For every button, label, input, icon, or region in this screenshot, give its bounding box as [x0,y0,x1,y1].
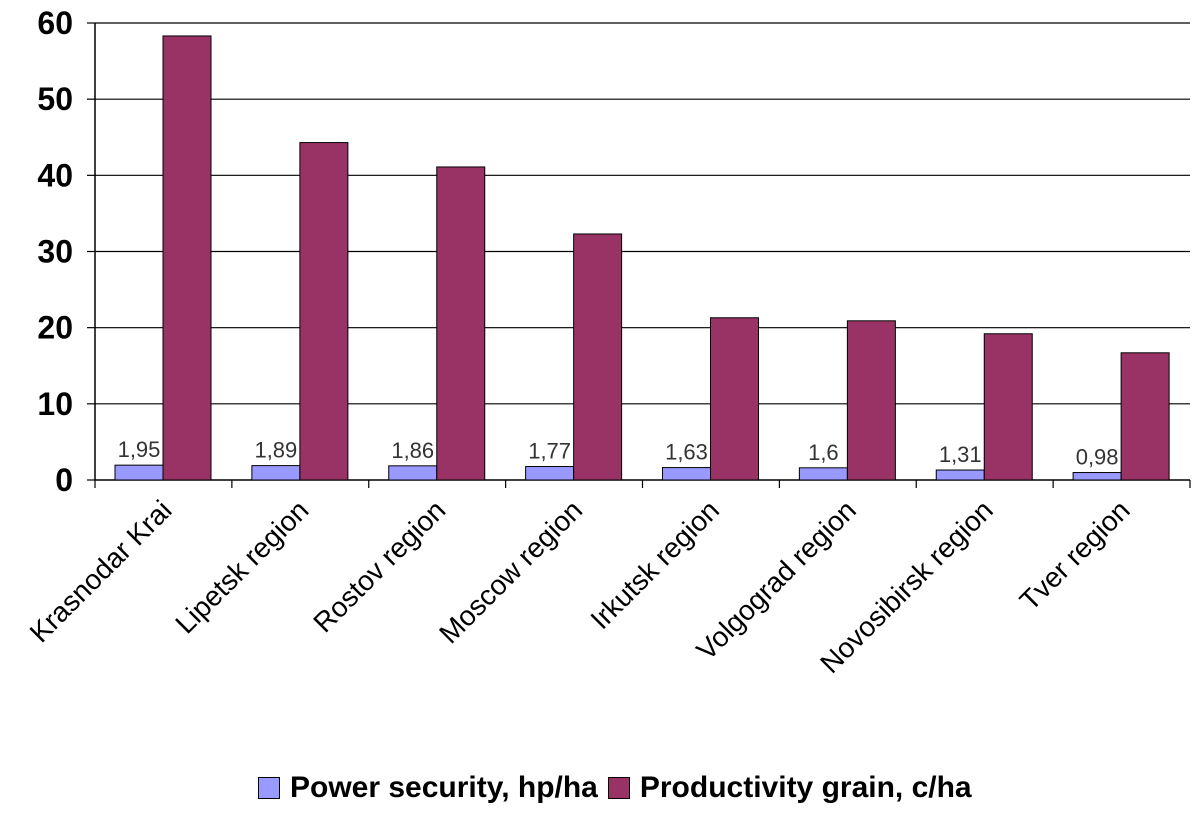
bar-power-security [251,465,301,481]
bar-productivity-grain [846,320,896,481]
legend-swatch-productivity-grain [607,777,630,799]
y-tick-label: 50 [37,81,73,117]
y-tick-label: 10 [37,386,73,422]
data-label: 1,95 [118,437,161,462]
data-label: 0,98 [1076,445,1119,470]
data-label: 1,63 [665,440,708,465]
x-tick-label: Rostov region [307,494,451,638]
data-label: 1,31 [939,442,982,467]
y-tick-label: 30 [37,234,73,270]
data-label: 1,86 [391,438,434,463]
x-tick-label: Moscow region [433,494,588,649]
legend-item-productivity-grain: Productivity grain, c/ha [607,771,972,805]
bar-chart: 0 10 20 30 40 50 60 1,95 Krasnodar Krai 1,89 Lipet… [24,5,1191,679]
y-tick-label: 60 [37,5,73,41]
data-label: 1,89 [254,438,297,463]
x-tick-label: Tver region [1014,494,1136,616]
legend-label-power-security: Power security, hp/ha [290,771,598,804]
legend-swatch-power-security [258,777,280,799]
bar-productivity-grain [710,317,759,481]
bar-power-security [935,469,985,481]
legend-item-power-security: Power security, hp/ha [258,771,598,805]
data-label: 1,6 [808,440,839,465]
legend: Power security, hp/ha Productivity grain… [258,768,982,808]
bar-power-security [388,465,438,481]
bar-productivity-grain [983,333,1033,481]
bar-power-security [114,464,164,481]
bar-productivity-grain [573,233,623,481]
x-tick-label: Lipetsk region [169,494,314,639]
bar-productivity-grain [1120,352,1170,481]
bar-power-security [662,467,711,481]
data-label: 1,77 [528,439,571,464]
bar-power-security [525,466,575,481]
bar-power-security [798,467,848,481]
x-tick-label: Krasnodar Krai [24,494,178,648]
bar-productivity-grain [162,35,212,481]
bar-productivity-grain [299,142,349,481]
legend-label-productivity-grain: Productivity grain, c/ha [639,771,972,804]
y-tick-label: 0 [55,462,73,498]
bar-power-security [1072,472,1122,481]
y-tick-label: 20 [37,310,73,346]
x-tick-label: Irkutsk region [584,494,725,635]
bar-productivity-grain [436,166,486,481]
y-tick-label: 40 [37,157,73,193]
